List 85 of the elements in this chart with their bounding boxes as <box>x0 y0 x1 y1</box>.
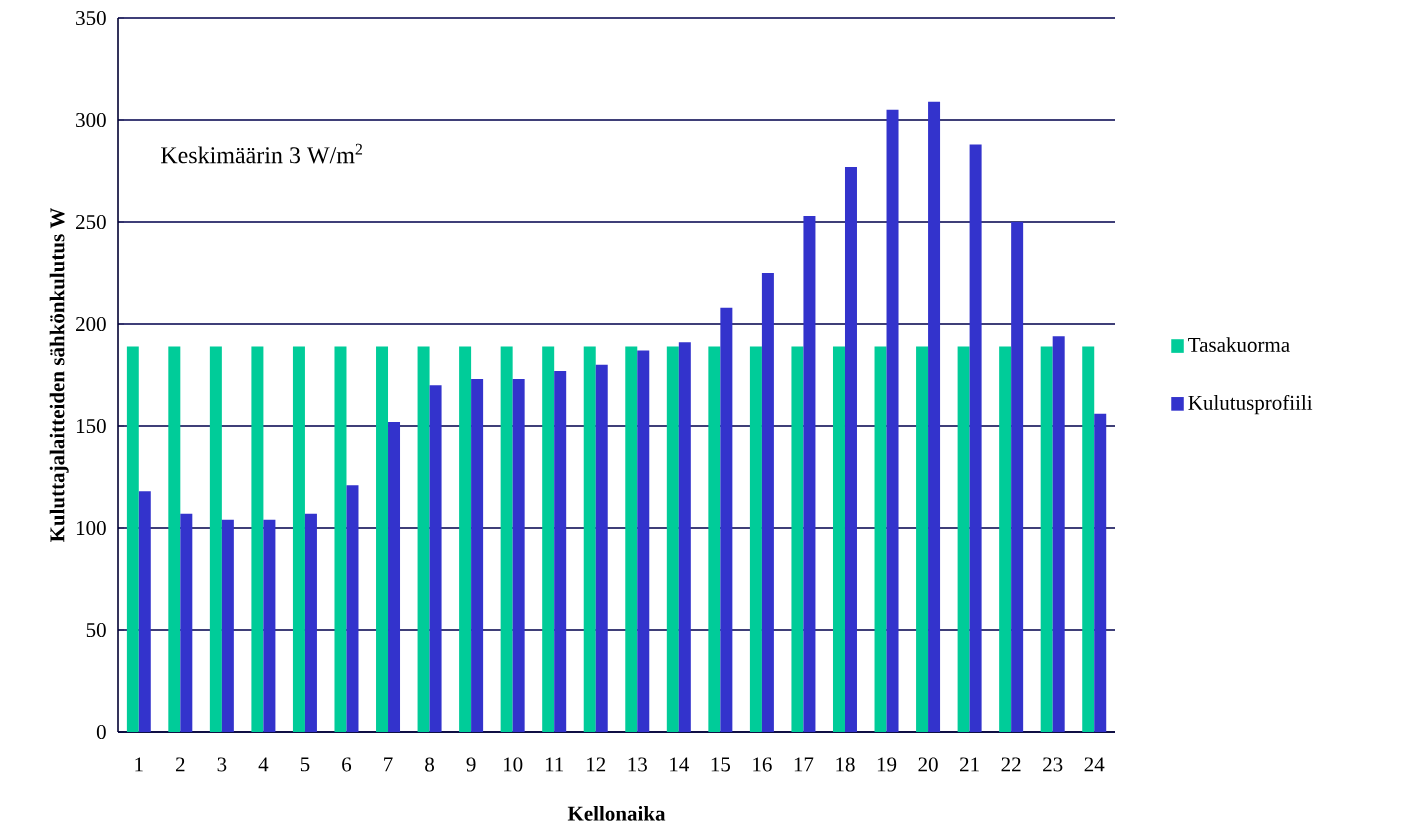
bar <box>388 421 401 732</box>
bar <box>346 485 359 732</box>
y-tick-label: 350 <box>76 10 106 26</box>
bar <box>471 379 484 732</box>
bar <box>1040 346 1053 732</box>
x-tick-label: 18 <box>836 757 855 772</box>
y-tick-label: 50 <box>86 622 106 638</box>
bar <box>844 166 857 732</box>
y-tick-label: 150 <box>76 418 106 434</box>
bar <box>957 346 970 732</box>
bar <box>554 370 567 732</box>
legend-label: Tasakuorma <box>1188 337 1290 352</box>
bar <box>512 379 525 732</box>
bar <box>708 346 721 732</box>
bar <box>583 346 596 732</box>
bar <box>126 346 139 732</box>
x-tick-label: 8 <box>425 757 435 772</box>
bar <box>180 513 193 732</box>
bar <box>168 346 181 732</box>
bar <box>542 346 555 732</box>
x-tick-label: 13 <box>628 757 647 772</box>
bar <box>251 346 264 732</box>
x-tick-label: 24 <box>1084 757 1105 772</box>
bar <box>916 346 929 732</box>
annotation: Keskimäärin 3 W/m$^{2}$ <box>161 143 363 164</box>
bar <box>292 346 305 732</box>
y-tick-label: 100 <box>76 520 106 536</box>
x-tick-label: 22 <box>1001 757 1021 772</box>
bar <box>666 346 679 732</box>
bar <box>334 346 347 732</box>
x-tick-label: 1 <box>135 757 143 772</box>
bar <box>749 346 762 732</box>
bar <box>928 101 941 732</box>
bar <box>1094 413 1107 732</box>
bar <box>1052 336 1065 732</box>
bar <box>886 109 899 732</box>
x-tick-label: 21 <box>960 757 979 772</box>
y-tick-label: 200 <box>76 316 106 332</box>
bar <box>595 364 608 732</box>
bar <box>999 346 1012 732</box>
bar <box>429 385 442 732</box>
bar <box>376 346 389 732</box>
y-tick-label: 300 <box>76 112 106 128</box>
x-tick-label: 2 <box>175 757 185 772</box>
x-tick-label: 20 <box>918 757 938 772</box>
bar <box>678 342 691 732</box>
x-tick-label: 6 <box>342 757 352 772</box>
bar <box>304 513 317 732</box>
x-tick-label: 5 <box>300 757 310 772</box>
bar <box>761 273 774 732</box>
bar <box>832 346 845 732</box>
x-tick-label: 16 <box>753 757 772 772</box>
bar <box>874 346 887 732</box>
x-tick-label: 7 <box>384 757 393 772</box>
x-tick-label: 14 <box>670 757 689 772</box>
bar <box>1082 346 1095 732</box>
y-tick-label: 0 <box>96 724 106 740</box>
x-tick-label: 10 <box>504 757 523 772</box>
bar <box>791 346 804 732</box>
bar <box>138 491 151 732</box>
legend-label: Kulutusprofiili <box>1188 394 1313 415</box>
x-tick-label: 12 <box>587 757 606 772</box>
bar <box>803 215 816 732</box>
bar <box>625 346 638 732</box>
bar <box>417 346 430 732</box>
x-tick-label: 19 <box>877 757 897 772</box>
bar <box>459 346 472 732</box>
x-axis-title: Kellonaika <box>567 805 666 821</box>
x-tick-label: 3 <box>217 757 227 772</box>
x-tick-label: 4 <box>258 757 269 772</box>
bar <box>720 307 733 732</box>
bar <box>500 346 513 732</box>
x-tick-label: 23 <box>1043 757 1063 772</box>
bar <box>1011 222 1024 732</box>
bar <box>221 519 234 732</box>
bar <box>263 519 276 732</box>
x-tick-label: 15 <box>711 757 731 772</box>
bar <box>969 144 982 732</box>
x-tick-label: 11 <box>545 757 564 772</box>
x-tick-label: 17 <box>794 757 814 772</box>
y-axis-title: Kuluttajalaitteiden sähkönkulutus W <box>49 207 69 543</box>
bar <box>209 346 222 732</box>
y-tick-label: 250 <box>76 214 106 230</box>
x-tick-label: 9 <box>466 757 476 772</box>
bar <box>637 350 650 732</box>
